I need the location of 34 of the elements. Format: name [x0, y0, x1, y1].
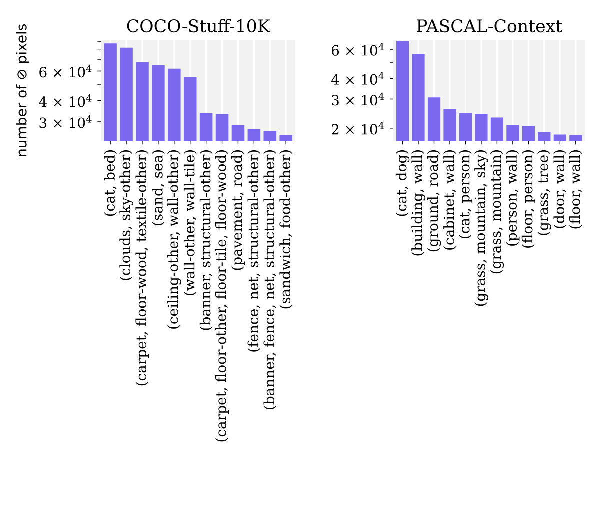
x-tick-label: (banner, structural-other) [200, 150, 213, 330]
y-tick-label: 3 × 10$^{4}$ [40, 116, 92, 128]
y-tick-label: 6 × 10$^{4}$ [332, 43, 384, 56]
x-tick-label: (carpet, floor-other, floor-tile, floor-wood) [216, 150, 230, 442]
x-tick-label: (building, wall) [412, 150, 426, 256]
x-tick-label: (wall-other, wall-tile) [184, 150, 197, 296]
x-tick-label: (sand, sea) [152, 150, 165, 226]
y-tick-label: 4 × 10$^{4}$ [331, 72, 384, 85]
x-tick-label: (cat, person) [458, 150, 472, 238]
y-tick-label: 4 × 10$^{4}$ [39, 94, 92, 108]
x-tick-label: (grass, mountain) [490, 150, 504, 274]
x-tick-label: (cabinet, wall) [444, 150, 456, 250]
chart-title: PASCAL-Context [417, 20, 562, 33]
x-tick-label: (banner, fence, net, structural-other) [264, 150, 277, 410]
x-tick-label: (grass, mountain, sky) [474, 150, 488, 306]
x-tick-label: (carpet, floor-wood, textile-other) [136, 150, 150, 386]
y-axis-title: number of ⊘ pixels [16, 24, 30, 156]
x-tick-label: (pavement, road) [231, 150, 245, 270]
x-tick-label: (ceiling-other, wall-other) [168, 150, 182, 329]
x-tick-label: (person, wall) [506, 150, 520, 246]
x-tick-label: (door, wall) [554, 150, 567, 228]
x-tick-label: (grass, tree) [538, 150, 552, 236]
x-tick-label: (cat, dog) [396, 150, 410, 216]
x-tick-label: (ground, road) [427, 150, 442, 252]
x-tick-label: (fence, net, structural-other) [248, 150, 261, 352]
x-tick-label: (clouds, sky-other) [120, 150, 134, 280]
y-tick-label: 3 × 10$^{4}$ [332, 92, 384, 106]
y-tick-label: 2 × 10$^{4}$ [332, 122, 384, 135]
x-tick-label: (cat, bed) [104, 150, 117, 216]
x-tick-label: (sandwich, food-other) [280, 150, 292, 309]
x-tick-label: (floor, person) [522, 150, 536, 248]
x-tick-label: (floor, wall) [570, 150, 582, 229]
chart-title: COCO-Stuff-10K [127, 19, 271, 33]
y-tick-label: 6 × 10$^{4}$ [40, 64, 92, 78]
